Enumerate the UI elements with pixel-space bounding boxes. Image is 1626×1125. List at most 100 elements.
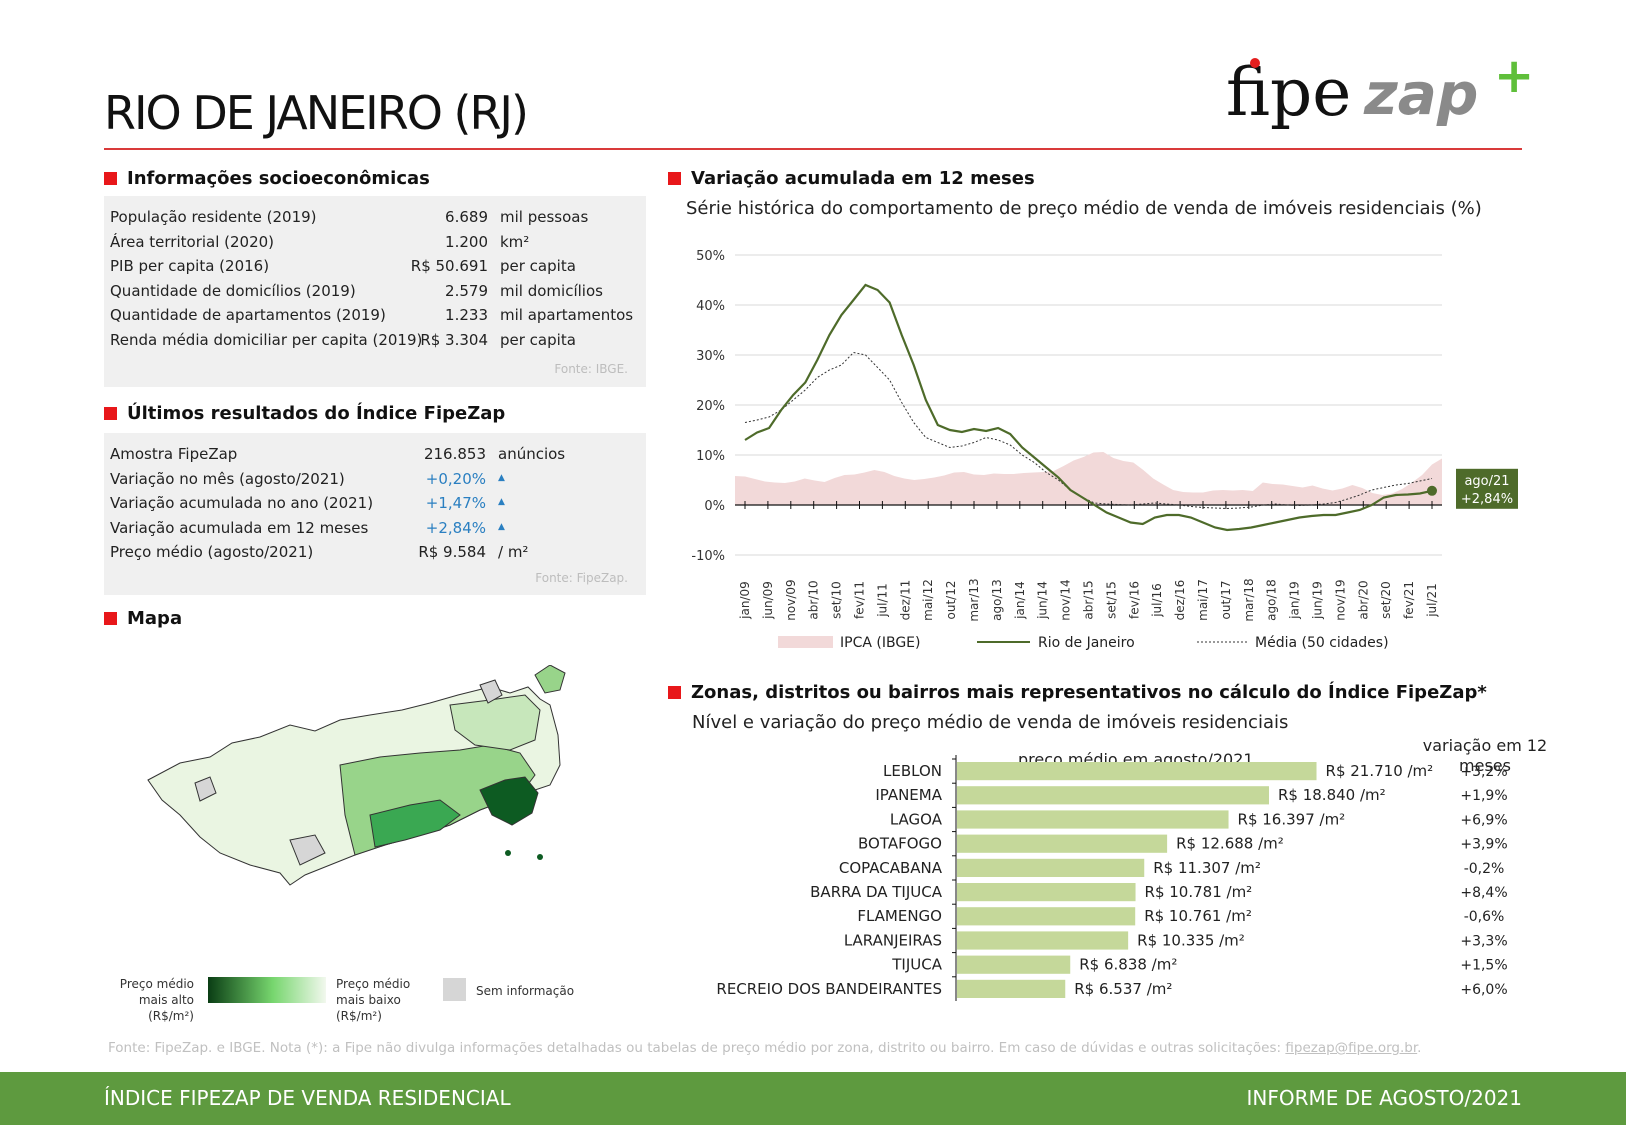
y-tick-label: 20% bbox=[696, 399, 725, 414]
variation-column-header: variação em 12 meses bbox=[1422, 736, 1548, 775]
bar-variation-label: +3,2% bbox=[1460, 764, 1507, 780]
info-row-value: R$ 9.584 bbox=[418, 543, 486, 561]
bar-category-label: RECREIO DOS BANDEIRANTES bbox=[716, 980, 942, 998]
info-row-unit: mil apartamentos bbox=[500, 306, 634, 324]
info-row-label: Variação acumulada no ano (2021) bbox=[110, 494, 374, 512]
bar-variation-label: +8,4% bbox=[1460, 885, 1507, 901]
info-row-label: PIB per capita (2016) bbox=[110, 257, 270, 275]
map-island bbox=[534, 665, 566, 694]
page-title: RIO DE JANEIRO (RJ) bbox=[104, 86, 529, 140]
bar-value-label: R$ 6.537 /m² bbox=[1074, 980, 1172, 998]
x-tick-label: out/12 bbox=[944, 581, 958, 620]
info-row-label: Preço médio (agosto/2021) bbox=[110, 543, 314, 561]
latest-value-label: +2,84% bbox=[1461, 492, 1513, 507]
info-row-label: Quantidade de domicílios (2019) bbox=[110, 281, 356, 300]
bar-variation-label: +1,5% bbox=[1460, 958, 1507, 974]
bar bbox=[957, 834, 1168, 853]
bullet-square-icon bbox=[668, 686, 681, 699]
info-row-value: 6.689 bbox=[445, 208, 488, 226]
bar-variation-label: -0,6% bbox=[1464, 909, 1505, 925]
info-row-value: +0,20% bbox=[425, 469, 486, 488]
x-tick-label: set/15 bbox=[1104, 581, 1118, 619]
x-tick-label: jun/09 bbox=[761, 581, 775, 620]
bar bbox=[957, 762, 1317, 781]
bar bbox=[957, 907, 1136, 926]
x-tick-label: dez/11 bbox=[898, 580, 912, 621]
map-north-region bbox=[449, 694, 541, 751]
footnote-end: . bbox=[1417, 1040, 1422, 1056]
x-tick-label: out/17 bbox=[1219, 581, 1233, 620]
bullet-square-icon bbox=[104, 172, 117, 185]
results-source: Fonte: FipeZap. bbox=[535, 571, 628, 585]
x-tick-label: fev/16 bbox=[1127, 581, 1141, 619]
info-row-label: Renda média domiciliar per capita (2019) bbox=[110, 330, 423, 349]
latest-date-label: ago/21 bbox=[1464, 474, 1509, 489]
bar-category-label: BOTAFOGO bbox=[858, 835, 942, 853]
results-heading: Últimos resultados do Índice FipeZap bbox=[104, 403, 505, 424]
bar bbox=[957, 931, 1129, 950]
x-tick-label: dez/16 bbox=[1173, 580, 1187, 621]
info-row-unit: anúncios bbox=[498, 445, 566, 463]
socio-heading: Informações socioeconômicas bbox=[104, 168, 430, 189]
rio-de-janeiro-line bbox=[744, 283, 1433, 532]
legend-no-info-swatch bbox=[443, 978, 466, 1001]
x-tick-label: abr/10 bbox=[807, 580, 821, 619]
x-tick-label: nov/19 bbox=[1333, 579, 1347, 620]
zones-bar-chart: LEBLON R$ 21.710 /m² +3,2% IPANEMA R$ 18.840… bbox=[716, 755, 1508, 1001]
bar bbox=[957, 810, 1229, 829]
logo-plus-icon: + bbox=[1494, 48, 1535, 104]
x-tick-label: fev/21 bbox=[1402, 581, 1416, 619]
bar-category-label: LARANJEIRAS bbox=[844, 931, 942, 949]
info-row-unit: / m² bbox=[498, 543, 529, 561]
bar bbox=[957, 955, 1071, 974]
results-heading-text: Últimos resultados do Índice FipeZap bbox=[127, 403, 506, 424]
bar-value-label: R$ 12.688 /m² bbox=[1176, 835, 1284, 853]
zones-heading: Zonas, distritos ou bairros mais represe… bbox=[668, 682, 1487, 703]
bullet-square-icon bbox=[104, 407, 117, 420]
contact-email-link[interactable]: fipezap@fipe.org.br bbox=[1285, 1040, 1418, 1056]
x-tick-label: mar/13 bbox=[967, 578, 981, 621]
footer-right-text: INFORME DE AGOSTO/2021 bbox=[1246, 1086, 1522, 1110]
y-tick-label: 40% bbox=[696, 299, 725, 314]
bar-value-label: R$ 10.781 /m² bbox=[1145, 883, 1253, 901]
info-row-value: 1.233 bbox=[445, 306, 488, 324]
socio-source: Fonte: IBGE. bbox=[554, 362, 628, 376]
bar-value-label: R$ 6.838 /m² bbox=[1079, 956, 1177, 974]
bar-category-label: TIJUCA bbox=[891, 956, 942, 974]
bar-value-label: R$ 10.761 /m² bbox=[1144, 907, 1252, 925]
footnote-text: Fonte: FipeZap. e IBGE. Nota (*): a Fipe… bbox=[108, 1040, 1286, 1056]
bar-category-label: BARRA DA TIJUCA bbox=[810, 883, 943, 901]
legend-high-label: Preço médio mais alto (R$/m²) bbox=[119, 977, 194, 1023]
zones-subtitle: Nível e variação do preço médio de venda… bbox=[692, 712, 1289, 733]
x-tick-label: fev/11 bbox=[853, 581, 867, 619]
header-divider bbox=[104, 148, 1522, 150]
map-no-info-area bbox=[289, 834, 326, 866]
legend-no-info-label: Sem informação bbox=[476, 984, 575, 998]
map-island bbox=[537, 854, 543, 860]
bar-variation-label: +3,9% bbox=[1460, 837, 1507, 853]
info-row-unit: per capita bbox=[500, 330, 576, 349]
bar bbox=[957, 979, 1066, 998]
bar-value-label: R$ 10.335 /m² bbox=[1137, 931, 1245, 949]
bar-category-label: LAGOA bbox=[890, 810, 943, 828]
bar-variation-label: +1,9% bbox=[1460, 788, 1507, 804]
last-point-marker bbox=[1427, 485, 1437, 496]
info-row-value: 1.200 bbox=[445, 232, 488, 251]
results-box: Amostra FipeZap 216.853 anúncios Variação n… bbox=[104, 433, 646, 595]
x-tick-label: set/10 bbox=[830, 581, 844, 619]
bar-value-label: R$ 11.307 /m² bbox=[1153, 859, 1261, 877]
socio-heading-text: Informações socioeconômicas bbox=[127, 168, 430, 189]
info-row-value: +1,47% bbox=[425, 494, 486, 512]
info-row-label: População residente (2019) bbox=[110, 208, 317, 226]
legend-ipca-swatch bbox=[778, 636, 833, 648]
x-tick-label: jul/16 bbox=[1150, 583, 1164, 618]
ipca-area bbox=[735, 452, 1442, 505]
legend-gradient bbox=[208, 977, 326, 1003]
bar-category-label: COPACABANA bbox=[839, 859, 943, 877]
bar bbox=[957, 883, 1136, 902]
map-south-region bbox=[369, 799, 461, 848]
bar-value-label: R$ 16.397 /m² bbox=[1238, 810, 1346, 828]
footer-bar: ÍNDICE FIPEZAP DE VENDA RESIDENCIAL INFO… bbox=[0, 1072, 1626, 1125]
map-no-info-area bbox=[194, 776, 217, 802]
bullet-square-icon bbox=[668, 172, 681, 185]
